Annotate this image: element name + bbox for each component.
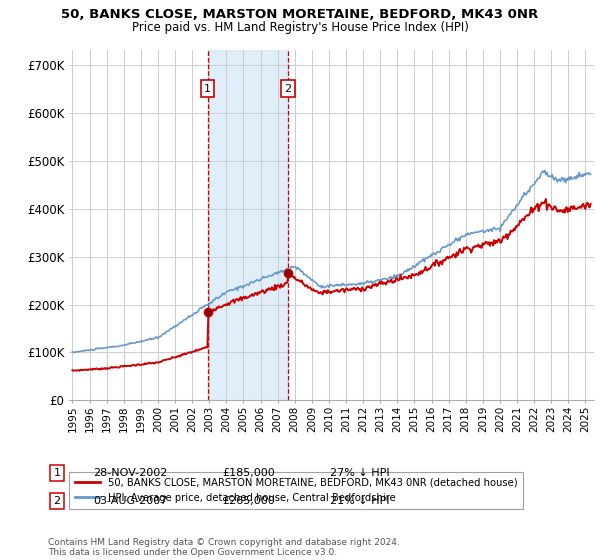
Text: £265,000: £265,000 [222, 496, 275, 506]
Text: Price paid vs. HM Land Registry's House Price Index (HPI): Price paid vs. HM Land Registry's House … [131, 21, 469, 34]
Text: 21% ↓ HPI: 21% ↓ HPI [330, 496, 389, 506]
Text: 2: 2 [53, 496, 61, 506]
Text: 50, BANKS CLOSE, MARSTON MORETAINE, BEDFORD, MK43 0NR: 50, BANKS CLOSE, MARSTON MORETAINE, BEDF… [61, 8, 539, 21]
Text: Contains HM Land Registry data © Crown copyright and database right 2024.
This d: Contains HM Land Registry data © Crown c… [48, 538, 400, 557]
Text: 28-NOV-2002: 28-NOV-2002 [93, 468, 167, 478]
Text: 2: 2 [284, 84, 292, 94]
Legend: 50, BANKS CLOSE, MARSTON MORETAINE, BEDFORD, MK43 0NR (detached house), HPI: Ave: 50, BANKS CLOSE, MARSTON MORETAINE, BEDF… [69, 472, 523, 509]
Text: 27% ↓ HPI: 27% ↓ HPI [330, 468, 389, 478]
Bar [208, 50, 288, 400]
Text: 1: 1 [53, 468, 61, 478]
Text: 03-AUG-2007: 03-AUG-2007 [93, 496, 167, 506]
Text: £185,000: £185,000 [222, 468, 275, 478]
Text: 1: 1 [204, 84, 211, 94]
